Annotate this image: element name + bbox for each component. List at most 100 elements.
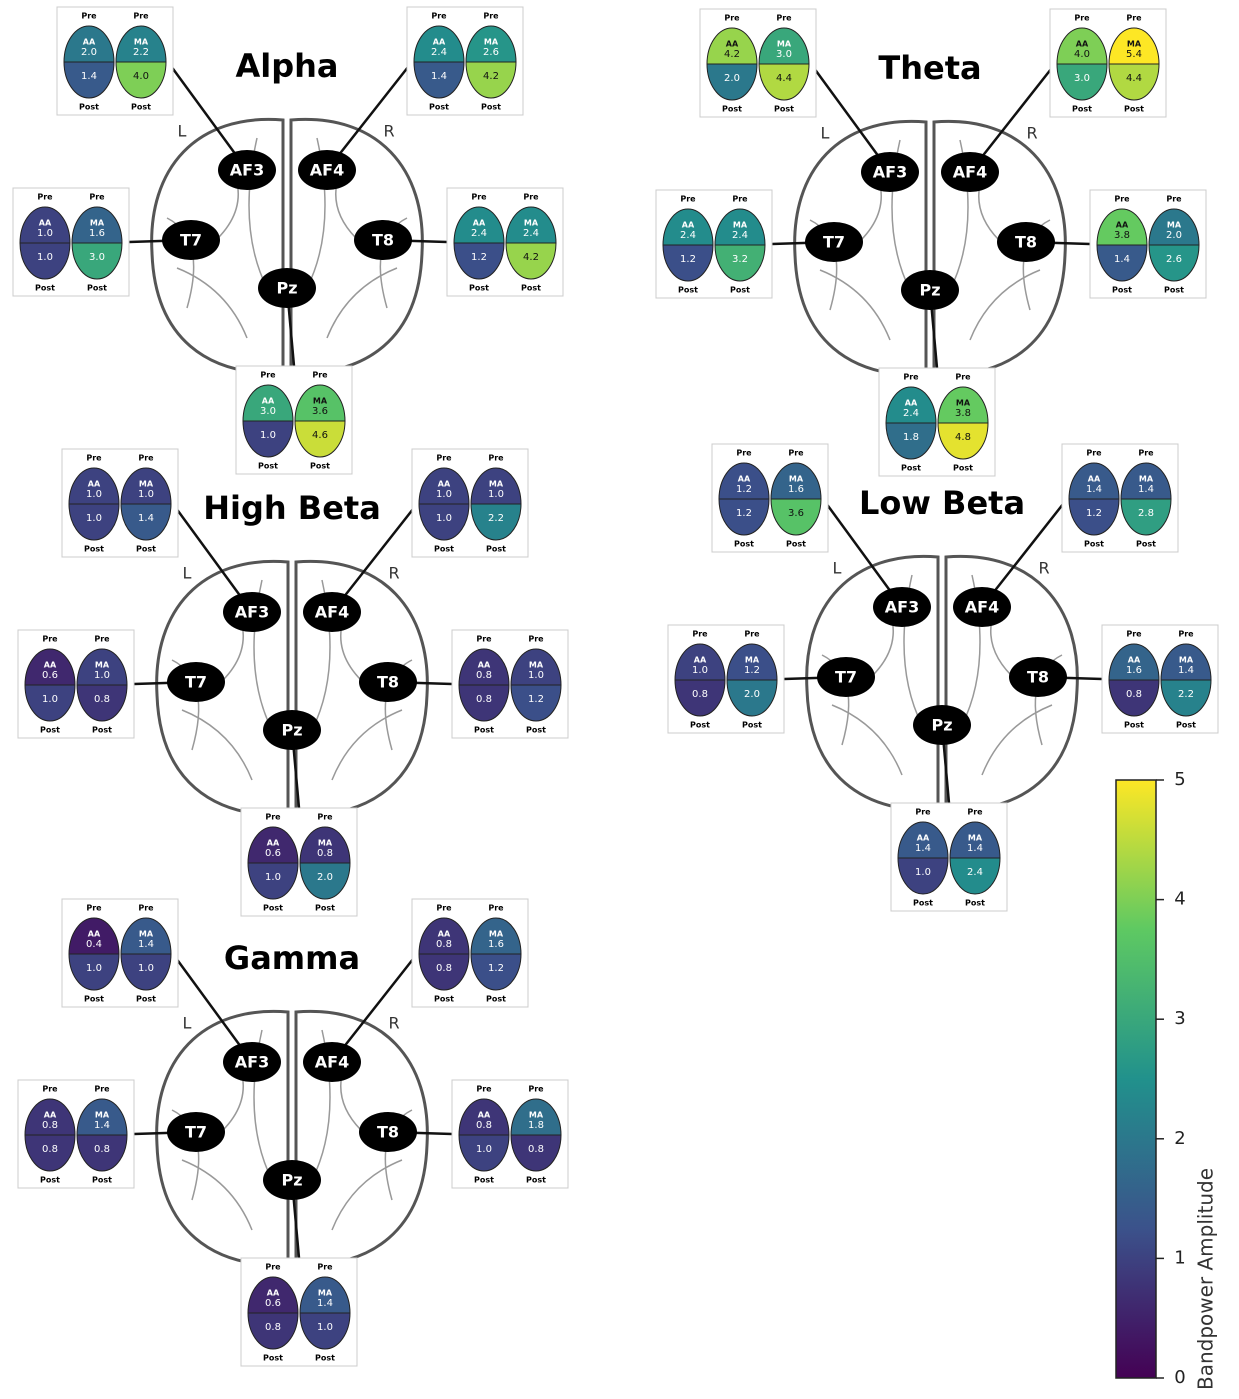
pre-label: Pre xyxy=(86,454,102,463)
pre-label: Pre xyxy=(436,454,452,463)
electrode-label: AF4 xyxy=(315,1053,349,1072)
group-label: AA xyxy=(738,475,751,484)
pre-value: 3.8 xyxy=(955,408,971,419)
post-label: Post xyxy=(258,462,278,471)
electrode-box: PrePostAA0.41.0PrePostMA1.41.0 xyxy=(62,899,178,1007)
group-label: AA xyxy=(694,656,707,665)
pre-label: Pre xyxy=(471,193,487,202)
pre-label: Pre xyxy=(788,449,804,458)
pre-label: Pre xyxy=(42,635,58,644)
group-label: AA xyxy=(267,839,280,848)
electrode-box: PrePostAA1.01.0PrePostMA1.01.4 xyxy=(62,449,178,557)
pre-value: 2.0 xyxy=(1166,230,1182,241)
group-label: MA xyxy=(313,397,328,406)
pre-label: Pre xyxy=(476,635,492,644)
pre-value: 2.6 xyxy=(483,47,499,58)
post-label: Post xyxy=(315,1354,335,1363)
group-label: AA xyxy=(478,661,491,670)
pre-value: 0.6 xyxy=(265,848,281,859)
post-label: Post xyxy=(1136,540,1156,549)
electrode-box: PrePostAA1.41.2PrePostMA1.42.8 xyxy=(1062,444,1178,552)
group-label: AA xyxy=(44,1111,57,1120)
post-value: 1.2 xyxy=(736,508,752,519)
pre-value: 0.8 xyxy=(476,1120,492,1131)
electrode-label: AF4 xyxy=(965,598,999,617)
electrode-box: PrePostAA1.01.0PrePostMA1.63.0 xyxy=(13,188,129,296)
electrode-label: T7 xyxy=(185,673,207,692)
pre-value: 1.4 xyxy=(1138,484,1154,495)
pre-label: Pre xyxy=(436,904,452,913)
group-label: MA xyxy=(524,219,539,228)
electrode-label: Pz xyxy=(931,716,952,735)
pre-value: 3.6 xyxy=(312,406,328,417)
post-label: Post xyxy=(1124,105,1144,114)
post-value: 4.4 xyxy=(1126,73,1142,84)
colorbar-tick-label: 3 xyxy=(1174,1008,1185,1029)
pre-value: 1.6 xyxy=(89,228,105,239)
post-value: 0.8 xyxy=(94,1144,110,1155)
group-label: AA xyxy=(262,397,275,406)
pre-label: Pre xyxy=(528,635,544,644)
pre-value: 1.8 xyxy=(528,1120,544,1131)
electrode-label: AF4 xyxy=(310,161,344,180)
electrode-label: AF3 xyxy=(235,1053,269,1072)
post-value: 1.4 xyxy=(81,71,97,82)
electrode-box: PrePostAA1.21.2PrePostMA1.63.6 xyxy=(712,444,828,552)
electrode-box: PrePostAA4.03.0PrePostMA5.44.4 xyxy=(1050,9,1166,117)
electrode-label: Pz xyxy=(281,721,302,740)
post-label: Post xyxy=(913,899,933,908)
pre-value: 2.4 xyxy=(431,47,447,58)
panel-title: Gamma xyxy=(224,939,360,977)
pre-value: 1.2 xyxy=(744,665,760,676)
group-label: MA xyxy=(139,930,154,939)
post-label: Post xyxy=(429,103,449,112)
pre-value: 0.6 xyxy=(42,670,58,681)
figure: AlphaLRAF3PrePostAA2.01.4PrePostMA2.24.0… xyxy=(0,0,1239,1399)
pre-value: 2.4 xyxy=(523,228,539,239)
colorbar xyxy=(1116,780,1156,1378)
post-label: Post xyxy=(1124,721,1144,730)
post-value: 1.0 xyxy=(86,963,102,974)
electrode-box: PrePostAA2.01.4PrePostMA2.24.0 xyxy=(57,7,173,115)
pre-label: Pre xyxy=(692,630,708,639)
post-label: Post xyxy=(965,899,985,908)
pre-value: 2.4 xyxy=(903,408,919,419)
hemisphere-label: R xyxy=(388,564,399,583)
panel-title: Low Beta xyxy=(859,484,1025,522)
electrode-box: PrePostAA2.41.2PrePostMA2.43.2 xyxy=(656,190,772,298)
panel-title: Theta xyxy=(878,49,981,87)
pre-label: Pre xyxy=(37,193,53,202)
post-value: 0.8 xyxy=(476,694,492,705)
group-label: AA xyxy=(1128,656,1141,665)
group-label: AA xyxy=(39,219,52,228)
post-label: Post xyxy=(1072,105,1092,114)
pre-value: 1.4 xyxy=(317,1298,333,1309)
post-value: 3.0 xyxy=(1074,73,1090,84)
pre-value: 1.0 xyxy=(94,670,110,681)
pre-label: Pre xyxy=(488,904,504,913)
electrode-label: AF4 xyxy=(315,603,349,622)
pre-value: 1.0 xyxy=(86,489,102,500)
electrode-box: PrePostAA2.41.4PrePostMA2.64.2 xyxy=(407,7,523,115)
post-label: Post xyxy=(474,726,494,735)
pre-value: 0.4 xyxy=(86,939,102,950)
pre-label: Pre xyxy=(260,371,276,380)
pre-label: Pre xyxy=(736,449,752,458)
pre-label: Pre xyxy=(1166,195,1182,204)
pre-label: Pre xyxy=(265,813,281,822)
post-value: 1.0 xyxy=(37,252,53,263)
pre-label: Pre xyxy=(732,195,748,204)
electrode-label: T8 xyxy=(377,673,399,692)
post-label: Post xyxy=(35,284,55,293)
pre-value: 0.6 xyxy=(265,1298,281,1309)
post-value: 0.8 xyxy=(692,689,708,700)
group-label: AA xyxy=(1076,40,1089,49)
post-label: Post xyxy=(469,284,489,293)
electrode-label: AF4 xyxy=(953,163,987,182)
group-label: MA xyxy=(318,1289,333,1298)
post-value: 1.0 xyxy=(86,513,102,524)
